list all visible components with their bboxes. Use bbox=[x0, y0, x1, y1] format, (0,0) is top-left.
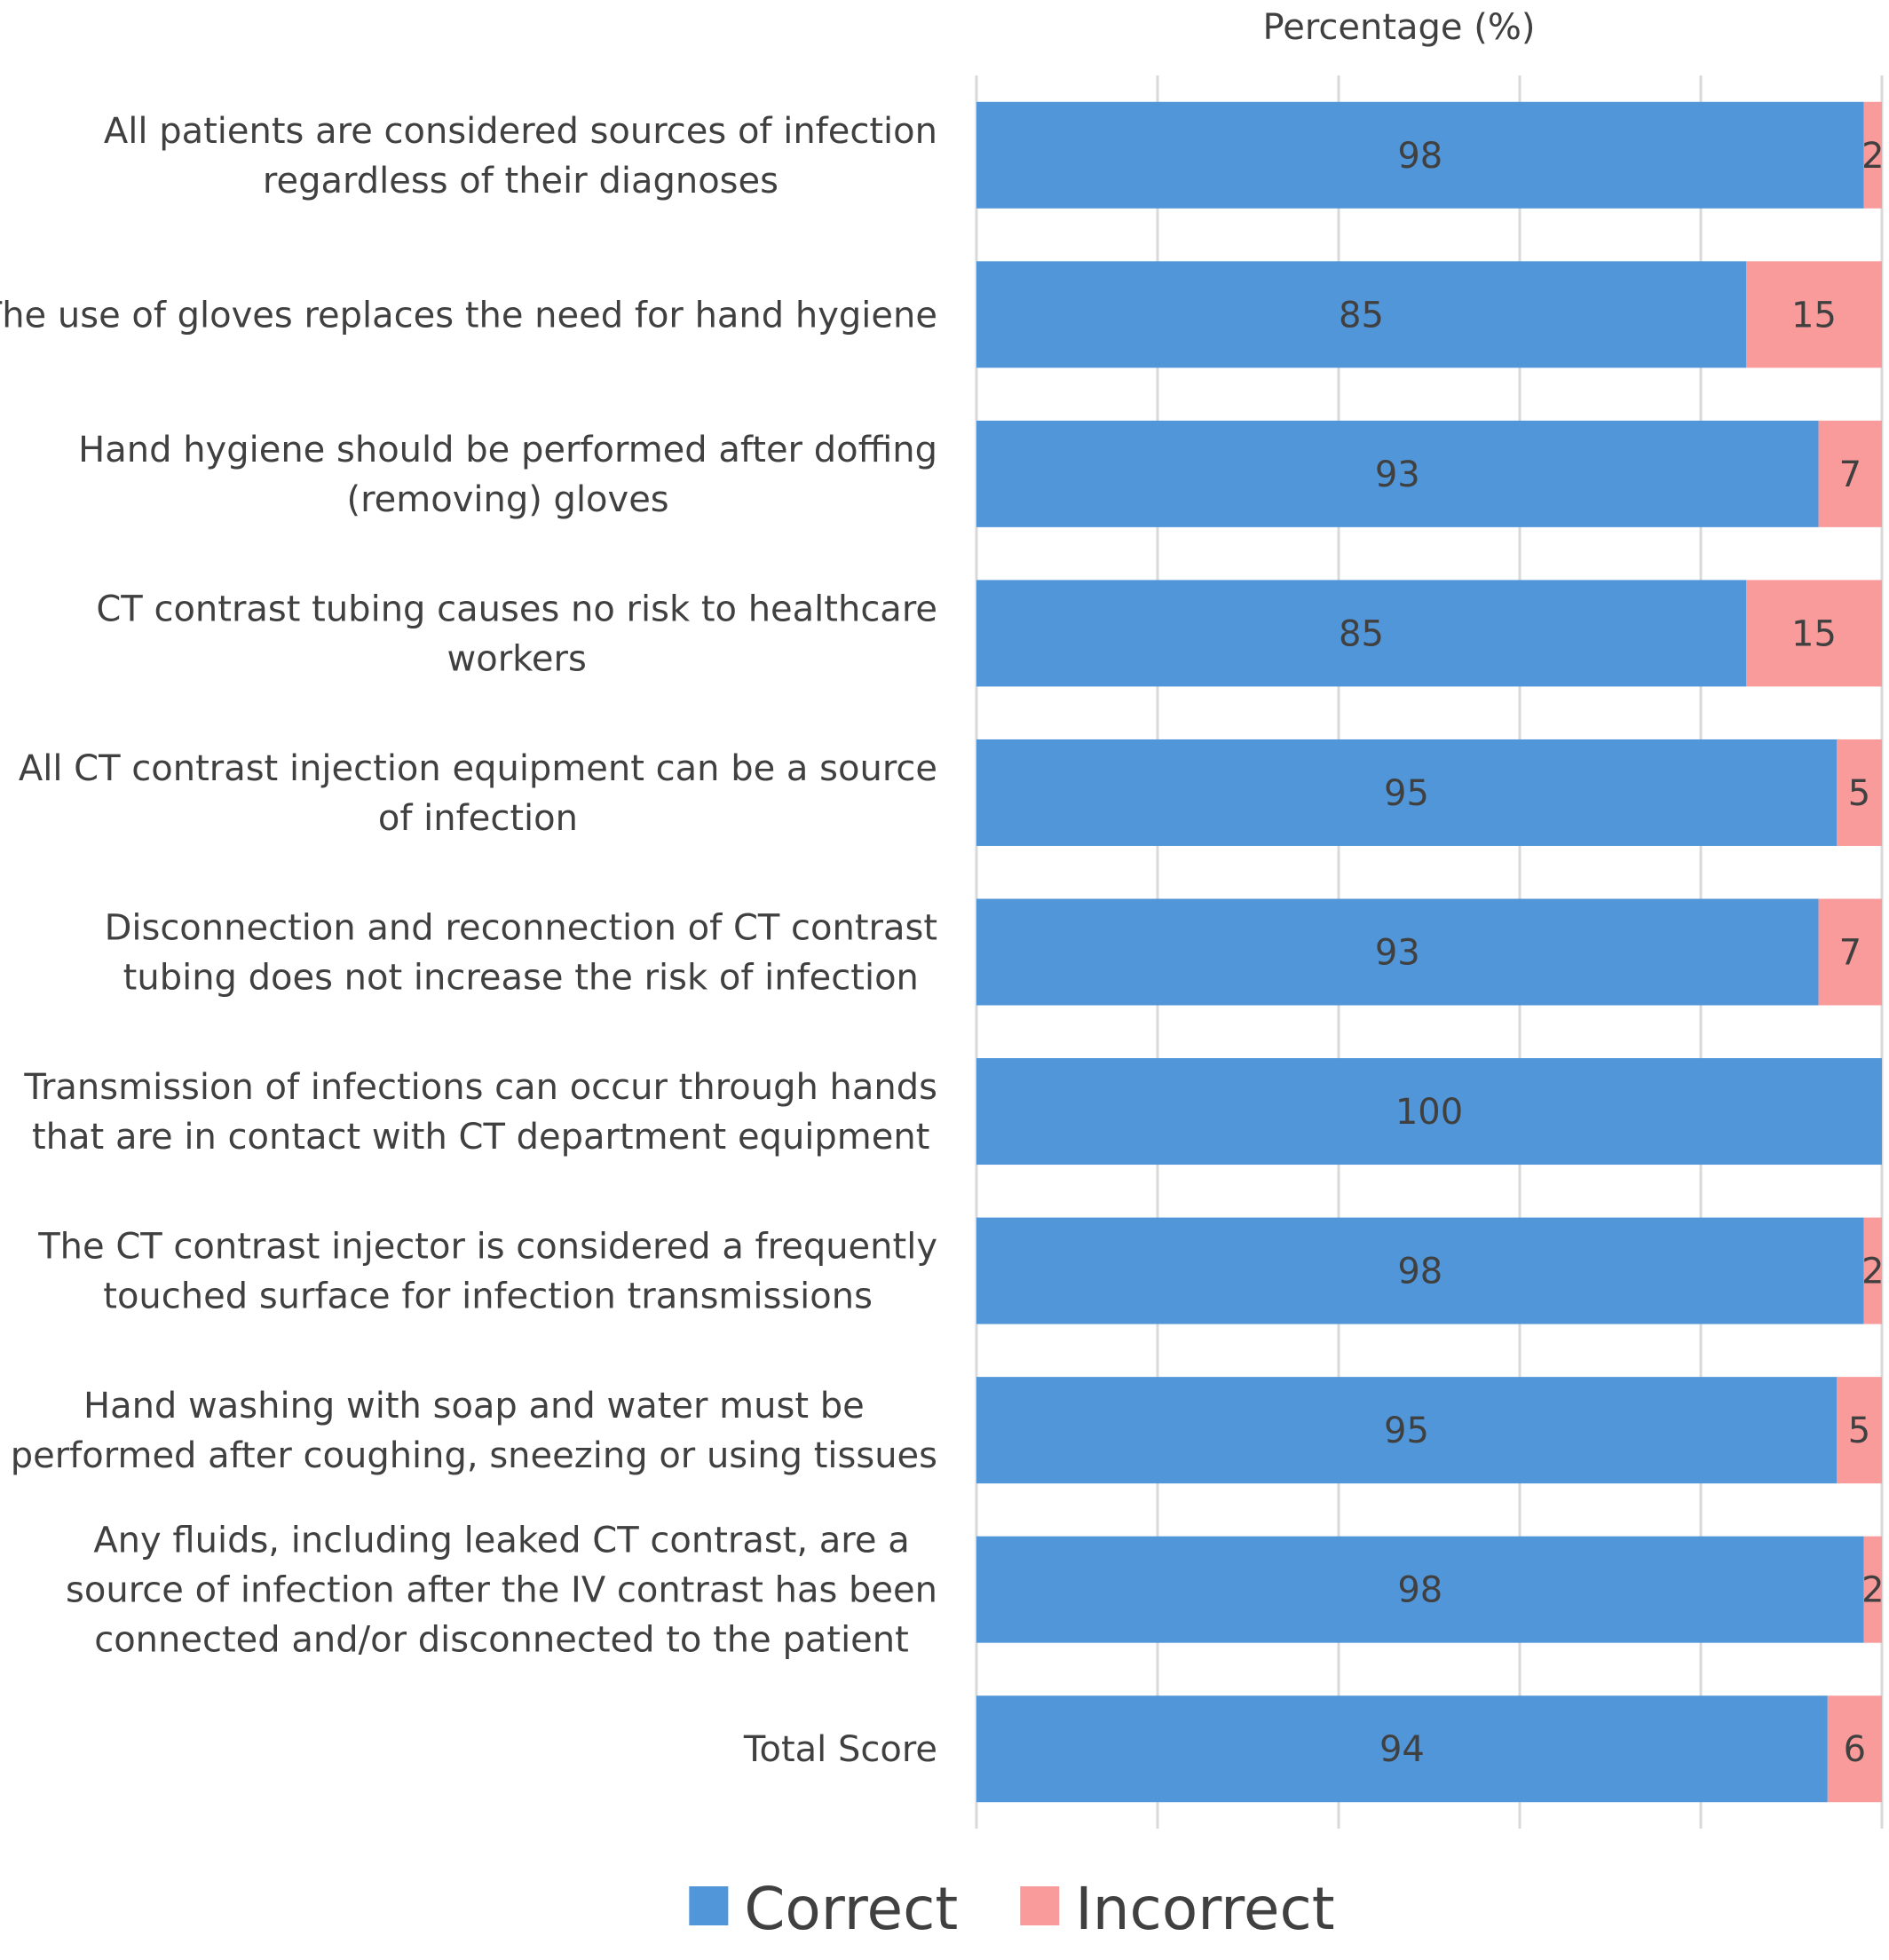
category-label-line: Total Score bbox=[743, 1729, 937, 1770]
category-label-line: source of infection after the IV contras… bbox=[66, 1570, 937, 1611]
category-label: Transmission of infections can occur thr… bbox=[23, 1067, 937, 1158]
category-label-line: Hand hygiene should be performed after d… bbox=[78, 430, 937, 470]
data-label-correct: 85 bbox=[1339, 295, 1384, 336]
category-label-line: of infection bbox=[378, 798, 578, 839]
legend-swatch-correct bbox=[689, 1886, 729, 1925]
bar-correct bbox=[976, 261, 1746, 368]
category-label-line: (removing) gloves bbox=[346, 479, 668, 520]
data-label-correct: 94 bbox=[1379, 1729, 1425, 1770]
data-label-incorrect: 7 bbox=[1839, 933, 1861, 974]
category-label-line: performed after coughing, sneezing or us… bbox=[11, 1435, 937, 1476]
data-label-correct: 93 bbox=[1375, 933, 1420, 974]
data-label-correct: 98 bbox=[1397, 136, 1442, 177]
data-label-correct: 95 bbox=[1384, 1411, 1429, 1451]
category-label-line: Hand washing with soap and water must be bbox=[83, 1386, 865, 1427]
chart-title: Percentage (%) bbox=[1263, 7, 1536, 48]
bar-correct bbox=[976, 580, 1746, 687]
category-label-line: workers bbox=[447, 638, 587, 679]
data-label-correct: 100 bbox=[1395, 1092, 1463, 1133]
category-label-line: CT contrast tubing causes no risk to hea… bbox=[96, 589, 937, 629]
data-label-correct: 93 bbox=[1375, 454, 1420, 495]
category-label-line: All CT contrast injection equipment can … bbox=[19, 748, 937, 789]
category-label-line: Transmission of infections can occur thr… bbox=[23, 1067, 937, 1108]
bar-correct bbox=[976, 1217, 1864, 1324]
data-label-correct: 95 bbox=[1384, 773, 1429, 814]
data-label-correct: 98 bbox=[1397, 1570, 1442, 1611]
bar-incorrect bbox=[1863, 1217, 1882, 1324]
data-label-correct: 98 bbox=[1397, 1252, 1442, 1292]
data-label-incorrect: 2 bbox=[1861, 1570, 1884, 1611]
category-label: All CT contrast injection equipment can … bbox=[19, 748, 937, 839]
bar-correct bbox=[976, 1377, 1837, 1484]
category-label: The use of gloves replaces the need for … bbox=[0, 295, 937, 336]
bar-correct bbox=[976, 420, 1819, 527]
data-label-incorrect: 15 bbox=[1791, 295, 1837, 336]
category-label: Total Score bbox=[743, 1729, 937, 1770]
bar-incorrect bbox=[1827, 1695, 1882, 1803]
data-label-incorrect: 5 bbox=[1848, 773, 1870, 814]
bar-correct bbox=[976, 1058, 1882, 1166]
legend-label-incorrect: Incorrect bbox=[1075, 1875, 1334, 1943]
category-label: CT contrast tubing causes no risk to hea… bbox=[96, 589, 937, 679]
category-label: All patients are considered sources of i… bbox=[104, 111, 937, 202]
category-label-line: that are in contact with CT department e… bbox=[32, 1117, 929, 1158]
category-label: The CT contrast injector is considered a… bbox=[37, 1227, 937, 1317]
category-label-line: The CT contrast injector is considered a… bbox=[37, 1227, 937, 1268]
data-label-incorrect: 2 bbox=[1861, 1252, 1884, 1292]
bar-incorrect bbox=[1837, 1377, 1882, 1484]
legend: Correct Incorrect bbox=[689, 1875, 1335, 1943]
category-label-line: All patients are considered sources of i… bbox=[104, 111, 937, 152]
data-label-incorrect: 5 bbox=[1848, 1411, 1870, 1451]
category-label-line: touched surface for infection transmissi… bbox=[103, 1276, 873, 1317]
bar-incorrect bbox=[1746, 261, 1882, 368]
data-label-incorrect: 15 bbox=[1791, 613, 1837, 654]
category-label-line: tubing does not increase the risk of inf… bbox=[123, 958, 919, 999]
bar-incorrect bbox=[1818, 898, 1882, 1006]
bar-correct bbox=[976, 1536, 1864, 1643]
category-labels: All patients are considered sources of i… bbox=[0, 111, 937, 1770]
bars: 98 2 85 15 93 7 85 15 95 5 93 7 100 98 2 95 5 98 2 94 6 bbox=[976, 101, 1885, 1803]
category-label: Disconnection and reconnection of CT con… bbox=[105, 908, 937, 999]
bar-correct bbox=[976, 101, 1864, 209]
bar-correct bbox=[976, 1695, 1828, 1803]
category-label: Hand washing with soap and water must be… bbox=[11, 1386, 937, 1476]
legend-label-correct: Correct bbox=[744, 1875, 958, 1943]
category-label-line: regardless of their diagnoses bbox=[263, 161, 779, 202]
category-label-line: Disconnection and reconnection of CT con… bbox=[105, 908, 937, 949]
bar-correct bbox=[976, 739, 1837, 846]
category-label-line: connected and/or disconnected to the pat… bbox=[94, 1620, 909, 1661]
bar-correct bbox=[976, 898, 1819, 1006]
bar-incorrect bbox=[1837, 739, 1882, 846]
legend-swatch-incorrect bbox=[1020, 1886, 1060, 1925]
data-label-correct: 85 bbox=[1339, 613, 1384, 654]
category-label: Hand hygiene should be performed after d… bbox=[78, 430, 937, 520]
data-label-incorrect: 7 bbox=[1839, 454, 1861, 495]
bar-incorrect bbox=[1863, 101, 1882, 209]
bar-incorrect bbox=[1818, 420, 1882, 527]
data-label-incorrect: 2 bbox=[1861, 136, 1884, 177]
bar-incorrect bbox=[1746, 580, 1882, 687]
category-label-line: Any fluids, including leaked CT contrast… bbox=[93, 1521, 909, 1561]
category-label: Any fluids, including leaked CT contrast… bbox=[66, 1521, 937, 1661]
data-label-incorrect: 6 bbox=[1844, 1729, 1866, 1770]
bar-incorrect bbox=[1863, 1536, 1882, 1643]
category-label-line: The use of gloves replaces the need for … bbox=[0, 295, 937, 336]
